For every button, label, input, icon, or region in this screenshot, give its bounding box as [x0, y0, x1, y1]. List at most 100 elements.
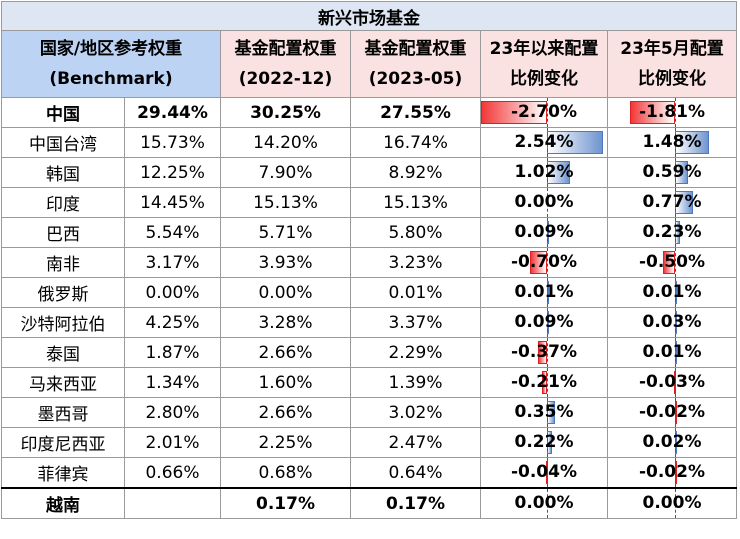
change-may-cell: -0.02%: [607, 397, 737, 428]
change-may-value: 0.01%: [642, 342, 702, 362]
table-row: 俄罗斯 0.00% 0.00% 0.01% 0.01% 0.01%: [1, 277, 737, 308]
weight-2022: 0.17%: [220, 487, 351, 519]
change-ytd-zero-axis: [547, 368, 549, 397]
change-ytd-bar-area: 0.01%: [482, 278, 607, 307]
change-may-value: 1.48%: [642, 132, 702, 152]
change-may-bar-area: 0.03%: [609, 308, 736, 337]
change-may-zero-axis: [675, 278, 677, 307]
change-may-value: -0.02%: [638, 462, 706, 482]
benchmark-weight: 1.34%: [124, 367, 221, 398]
country-name: 墨西哥: [1, 397, 125, 428]
change-may-cell: -0.03%: [607, 367, 737, 398]
change-may-cell: 0.00%: [607, 487, 737, 519]
weight-2023: 15.13%: [350, 187, 481, 218]
table-row: 沙特阿拉伯 4.25% 3.28% 3.37% 0.09% 0.03%: [1, 307, 737, 338]
benchmark-weight: 12.25%: [124, 157, 221, 188]
change-may-zero-axis: [675, 338, 677, 367]
header-change-may-line2: 比例变化: [638, 69, 706, 89]
change-may-bar-area: 0.01%: [609, 278, 736, 307]
header-benchmark: 国家/地区参考权重 (Benchmark): [1, 30, 221, 98]
weight-2022: 3.28%: [220, 307, 351, 338]
weight-2023: 3.02%: [350, 397, 481, 428]
change-may-zero-axis: [675, 158, 677, 187]
change-may-bar-area: 0.00%: [609, 489, 736, 518]
change-ytd-cell: 0.22%: [480, 427, 608, 458]
change-ytd-zero-axis: [547, 248, 549, 277]
change-ytd-value: -0.21%: [510, 372, 578, 392]
table-row: 印度 14.45% 15.13% 15.13% 0.00% 0.77%: [1, 187, 737, 218]
header-change-may: 23年5月配置 比例变化: [607, 30, 737, 98]
change-ytd-cell: 0.01%: [480, 277, 608, 308]
country-name: 沙特阿拉伯: [1, 307, 125, 338]
change-may-bar-area: 0.77%: [609, 188, 736, 217]
header-benchmark-line2: (Benchmark): [49, 69, 173, 89]
change-may-cell: -1.81%: [607, 97, 737, 128]
country-name: 菲律宾: [1, 457, 125, 489]
change-ytd-cell: 0.35%: [480, 397, 608, 428]
change-ytd-zero-axis: [547, 158, 549, 187]
table-row: 中国台湾 15.73% 14.20% 16.74% 2.54% 1.48%: [1, 127, 737, 158]
weight-2023: 0.01%: [350, 277, 481, 308]
change-ytd-cell: -0.21%: [480, 367, 608, 398]
change-may-value: 0.02%: [642, 432, 702, 452]
weight-2023: 1.39%: [350, 367, 481, 398]
change-may-bar: [662, 251, 676, 274]
weight-2022: 1.60%: [220, 367, 351, 398]
change-may-bar-area: -0.02%: [609, 398, 736, 427]
country-name: 中国台湾: [1, 127, 125, 158]
benchmark-weight: 1.87%: [124, 337, 221, 368]
change-ytd-cell: 0.09%: [480, 307, 608, 338]
change-ytd-bar-area: 0.09%: [482, 308, 607, 337]
change-may-bar-area: 0.59%: [609, 158, 736, 187]
change-ytd-cell: -0.04%: [480, 457, 608, 489]
weight-2022: 3.93%: [220, 247, 351, 278]
change-ytd-value: -2.70%: [510, 102, 578, 122]
change-ytd-bar-area: 0.22%: [482, 428, 607, 457]
change-may-value: -0.02%: [638, 402, 706, 422]
change-may-bar-area: -1.81%: [609, 98, 736, 127]
change-ytd-value: 0.00%: [514, 192, 574, 212]
change-may-cell: 0.23%: [607, 217, 737, 248]
change-ytd-value: 2.54%: [514, 132, 574, 152]
change-ytd-value: 0.35%: [514, 402, 574, 422]
allocation-table: 新兴市场基金 国家/地区参考权重 (Benchmark) 基金配置权重 (202…: [1, 1, 737, 519]
change-may-value: 0.03%: [642, 312, 702, 332]
country-name: 中国: [1, 97, 125, 128]
weight-2022: 14.20%: [220, 127, 351, 158]
change-ytd-zero-axis: [547, 489, 549, 518]
change-ytd-bar: [538, 341, 548, 364]
benchmark-weight: 15.73%: [124, 127, 221, 158]
table-row: 中国 29.44% 30.25% 27.55% -2.70% -1.81%: [1, 97, 737, 128]
header-weight-2022-line1: 基金配置权重: [234, 39, 337, 59]
change-may-zero-axis: [675, 248, 677, 277]
benchmark-weight: 2.80%: [124, 397, 221, 428]
change-may-zero-axis: [675, 489, 677, 518]
weight-2023: 2.29%: [350, 337, 481, 368]
change-may-zero-axis: [675, 398, 677, 427]
change-ytd-bar-area: -0.70%: [482, 248, 607, 277]
change-ytd-bar-area: 0.00%: [482, 188, 607, 217]
header-change-ytd: 23年以来配置 比例变化: [480, 30, 608, 98]
change-may-cell: -0.02%: [607, 457, 737, 489]
table-row: 巴西 5.54% 5.71% 5.80% 0.09% 0.23%: [1, 217, 737, 248]
change-may-value: -0.03%: [638, 372, 706, 392]
change-ytd-value: -0.37%: [510, 342, 578, 362]
change-may-bar-area: 1.48%: [609, 128, 736, 157]
change-ytd-bar-area: -0.37%: [482, 338, 607, 367]
change-may-cell: 0.01%: [607, 277, 737, 308]
header-weight-2022: 基金配置权重 (2022-12): [220, 30, 351, 98]
change-may-bar-area: -0.03%: [609, 368, 736, 397]
change-may-zero-axis: [675, 308, 677, 337]
weight-2022: 7.90%: [220, 157, 351, 188]
change-ytd-bar-area: 0.35%: [482, 398, 607, 427]
table-title: 新兴市场基金: [1, 1, 737, 31]
change-may-cell: 0.77%: [607, 187, 737, 218]
weight-2023: 16.74%: [350, 127, 481, 158]
change-may-bar-area: -0.50%: [609, 248, 736, 277]
change-may-value: 0.23%: [642, 222, 702, 242]
weight-2023: 3.37%: [350, 307, 481, 338]
country-name: 巴西: [1, 217, 125, 248]
header-weight-2023-line2: (2023-05): [368, 69, 463, 89]
change-ytd-bar-area: -0.04%: [482, 458, 607, 487]
